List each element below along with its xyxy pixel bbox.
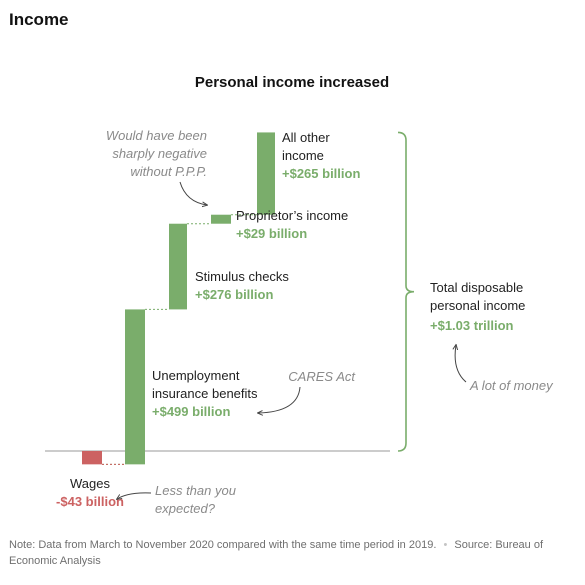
annotation-3: Less than you [155, 483, 236, 498]
bar-label-1: Unemployment [152, 368, 240, 383]
bar-label-3: Proprietor’s income [236, 208, 348, 223]
bar-3 [211, 214, 231, 224]
bar-2 [169, 223, 187, 310]
bar-value-label-0: -$43 billion [56, 494, 124, 509]
bar-value-label-2: +$276 billion [195, 287, 273, 302]
bar-value-label-4: +$265 billion [282, 166, 360, 181]
source-text: Source: Bureau of Economic Analysis [9, 539, 544, 567]
bar-label-0: Wages [70, 476, 110, 491]
chart-title: Personal income increased [195, 74, 389, 91]
bar-label-1: insurance benefits [152, 386, 258, 401]
annotation-0: Would have been [106, 128, 207, 143]
bar-0 [82, 451, 102, 465]
annotation-arrow-3 [117, 492, 152, 499]
annotation-arrow-1 [258, 386, 301, 413]
bar-1 [125, 309, 145, 465]
bar-value-label-3: +$29 billion [236, 226, 307, 241]
annotation-1: CARES Act [288, 369, 356, 384]
bars [45, 132, 390, 465]
bar-label-2: Stimulus checks [195, 269, 289, 284]
note-separator: • [443, 539, 448, 551]
annotation-arrow-0 [179, 181, 207, 205]
bar-label-4: All other [282, 130, 330, 145]
total-value-label: +$1.03 trillion [430, 318, 514, 333]
section-title: Income [9, 10, 69, 29]
bar-label-4: income [282, 148, 324, 163]
total-label: Total disposable [430, 280, 523, 295]
waterfall-chart: Personal income increased Wages -$43 bill… [45, 74, 554, 516]
annotation-arrow-2 [455, 345, 467, 383]
bar-4 [257, 132, 275, 215]
note-text: Note: Data from March to November 2020 c… [9, 539, 437, 551]
annotations: Would have been sharply negative without P… [106, 128, 554, 516]
annotation-2: A lot of money [469, 378, 554, 393]
annotation-3: expected? [155, 501, 216, 516]
bar-value-label-1: +$499 billion [152, 404, 230, 419]
total-label: personal income [430, 298, 525, 313]
bar-labels: Wages -$43 billion Unemployment insurance b… [56, 130, 525, 509]
annotation-0: sharply negative [112, 146, 207, 161]
total-brace [397, 131, 415, 452]
footnote: Note: Data from March to November 2020 c… [9, 537, 579, 569]
annotation-0: without P.P.P. [130, 164, 207, 179]
